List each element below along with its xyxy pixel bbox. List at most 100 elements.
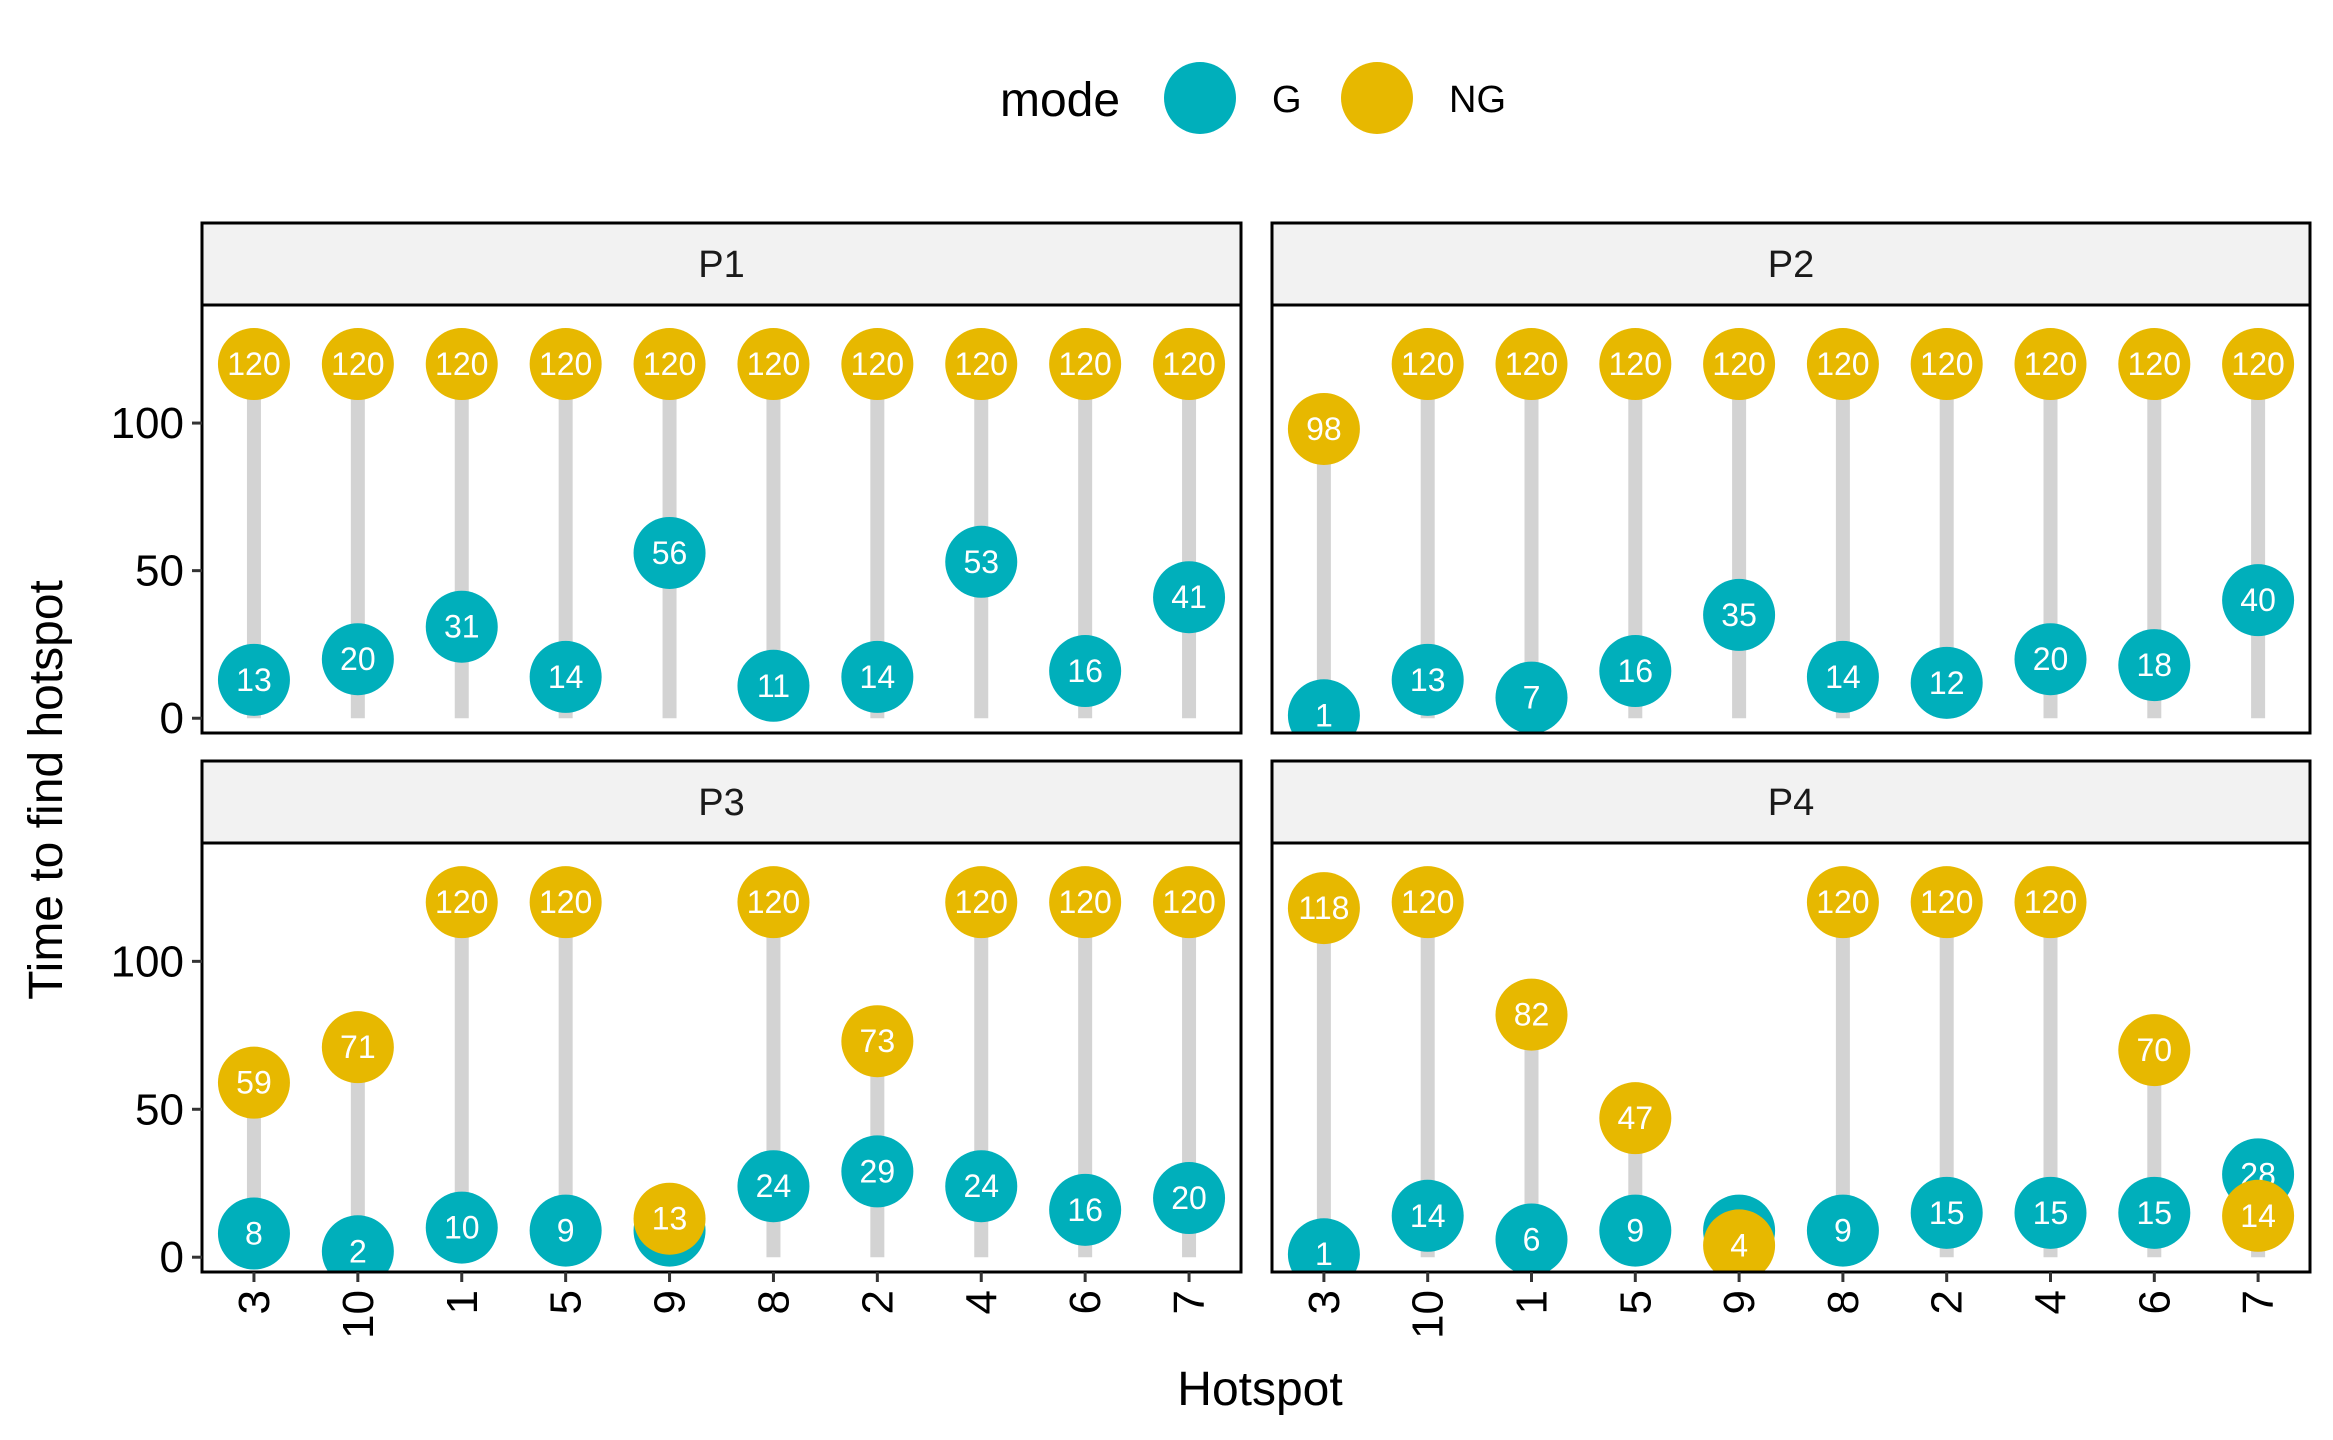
- data-label-g: 56: [652, 535, 688, 571]
- data-label-g: 9: [1834, 1213, 1852, 1249]
- data-label-ng: 71: [340, 1029, 376, 1065]
- point-g: [1153, 561, 1226, 634]
- point-ng: [1703, 1209, 1776, 1272]
- point-g: [1391, 643, 1464, 716]
- strip-p4: [1270, 759, 2312, 845]
- data-label-g: 20: [1171, 1180, 1207, 1216]
- point-ng: [1049, 328, 1122, 401]
- panel-border: [200, 841, 1243, 1274]
- x-tick-label: 4: [957, 1290, 1006, 1314]
- data-label-ng: 120: [1609, 346, 1662, 382]
- data-label-ng: 120: [2024, 884, 2077, 920]
- point-g: [1910, 646, 1983, 719]
- strip-p1: [200, 221, 1243, 307]
- data-label-ng: 120: [1162, 884, 1215, 920]
- data-label-g: 7: [1523, 680, 1541, 716]
- data-label-g: 20: [340, 641, 376, 677]
- data-label-ng: 73: [860, 1023, 896, 1059]
- data-label-ng: 120: [1920, 346, 1973, 382]
- data-label-ng: 120: [1816, 884, 1869, 920]
- point-ng: [529, 866, 602, 939]
- data-label-ng: 120: [1920, 884, 1973, 920]
- x-tick-label: 1: [438, 1290, 487, 1314]
- x-tick-label: 5: [1611, 1290, 1660, 1314]
- point-g: [1495, 1203, 1568, 1272]
- x-tick-label: 3: [1300, 1290, 1349, 1314]
- point-ng: [1599, 328, 1672, 401]
- x-tick-label: 3: [230, 1290, 279, 1314]
- data-label-ng: 118: [1298, 890, 1349, 926]
- point-g: [841, 1135, 914, 1208]
- point-ng: [2222, 1179, 2295, 1252]
- point-ng: [2014, 866, 2087, 939]
- y-axis-title: Time to find hotspot: [20, 580, 73, 1000]
- data-label-g: 24: [963, 1168, 999, 1204]
- x-tick-label: 6: [2130, 1290, 2179, 1314]
- point-g: [1287, 679, 1360, 733]
- data-label-g: 15: [2137, 1195, 2173, 1231]
- point-ng: [1287, 872, 1360, 945]
- point-ng: [1703, 328, 1776, 401]
- point-ng: [217, 328, 290, 401]
- point-ng: [1806, 866, 1879, 939]
- point-ng: [633, 1182, 706, 1255]
- point-g: [737, 649, 810, 722]
- point-ng: [425, 866, 498, 939]
- data-label-g: 2: [349, 1233, 367, 1269]
- point-g: [1495, 661, 1568, 733]
- strip-label: P3: [698, 782, 744, 824]
- point-g: [1806, 1194, 1879, 1267]
- data-label-g: 40: [2240, 582, 2276, 618]
- point-ng: [1391, 328, 1464, 401]
- y-tick-label: 50: [135, 1085, 184, 1134]
- y-tick-label: 50: [135, 547, 184, 596]
- x-tick-label: 7: [1165, 1290, 1214, 1314]
- legend-key-g: [1164, 62, 1236, 134]
- panel-marks: 13 20 31 14 56 11 14 53 16 41 120 120 120 120 120 120 12…: [217, 328, 1226, 722]
- data-label-ng: 120: [1401, 884, 1454, 920]
- data-label-ng: 14: [2240, 1198, 2276, 1234]
- point-g: [425, 1191, 498, 1264]
- point-ng: [945, 866, 1018, 939]
- data-label-g: 15: [1929, 1195, 1965, 1231]
- point-g: [1703, 578, 1776, 651]
- data-label-g: 31: [444, 609, 480, 645]
- point-g: [1599, 1194, 1672, 1267]
- data-label-g: 16: [1618, 653, 1654, 689]
- data-label-g: 14: [1410, 1198, 1446, 1234]
- data-label-g: 15: [2033, 1195, 2069, 1231]
- data-label-g: 18: [2137, 647, 2173, 683]
- legend-label-g: G: [1272, 79, 1302, 121]
- point-g: [1599, 635, 1672, 708]
- data-label-g: 16: [1067, 653, 1103, 689]
- point-g: [1806, 640, 1879, 713]
- data-label-g: 12: [1929, 665, 1965, 701]
- point-ng: [1806, 328, 1879, 401]
- data-label-ng: 120: [955, 884, 1008, 920]
- data-label-ng: 120: [851, 346, 904, 382]
- point-g: [529, 1194, 602, 1267]
- y-tick-label: 100: [111, 937, 184, 986]
- panel-border: [200, 303, 1243, 735]
- data-label-g: 14: [1825, 659, 1861, 695]
- point-g: [1153, 1162, 1226, 1235]
- point-g: [633, 516, 706, 589]
- x-axis-title: Hotspot: [1177, 1363, 1342, 1416]
- panel-marks: 8210992429241620597112012013120731201201…: [217, 866, 1226, 1272]
- data-label-g: 24: [756, 1168, 792, 1204]
- strip-label: P1: [698, 244, 744, 286]
- point-ng: [737, 866, 810, 939]
- point-ng: [1495, 328, 1568, 401]
- data-label-ng: 120: [1505, 346, 1558, 382]
- point-g: [2222, 564, 2295, 637]
- data-label-g: 14: [860, 659, 896, 695]
- strip-label: P2: [1768, 244, 1814, 286]
- data-label-g: 41: [1171, 579, 1207, 615]
- data-label-ng: 120: [747, 346, 800, 382]
- point-ng: [841, 1005, 914, 1078]
- point-g: [321, 1215, 394, 1272]
- point-g: [1910, 1176, 1983, 1249]
- data-label-g: 13: [1410, 662, 1446, 698]
- data-label-ng: 120: [227, 346, 280, 382]
